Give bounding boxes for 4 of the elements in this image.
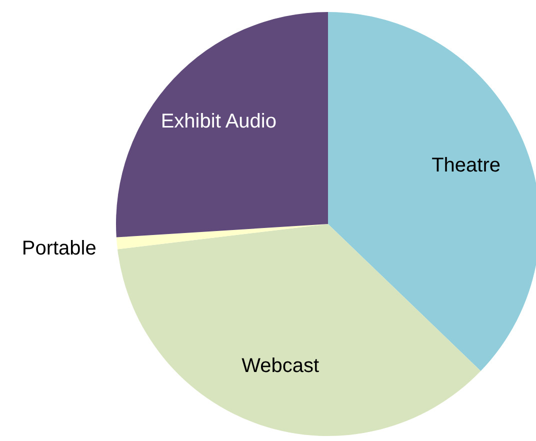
slice-label: Exhibit Audio [160,110,276,132]
slice-label: Webcast [242,355,320,378]
slice-label: Portable [22,238,96,260]
slice-label: Theatre [432,154,501,176]
